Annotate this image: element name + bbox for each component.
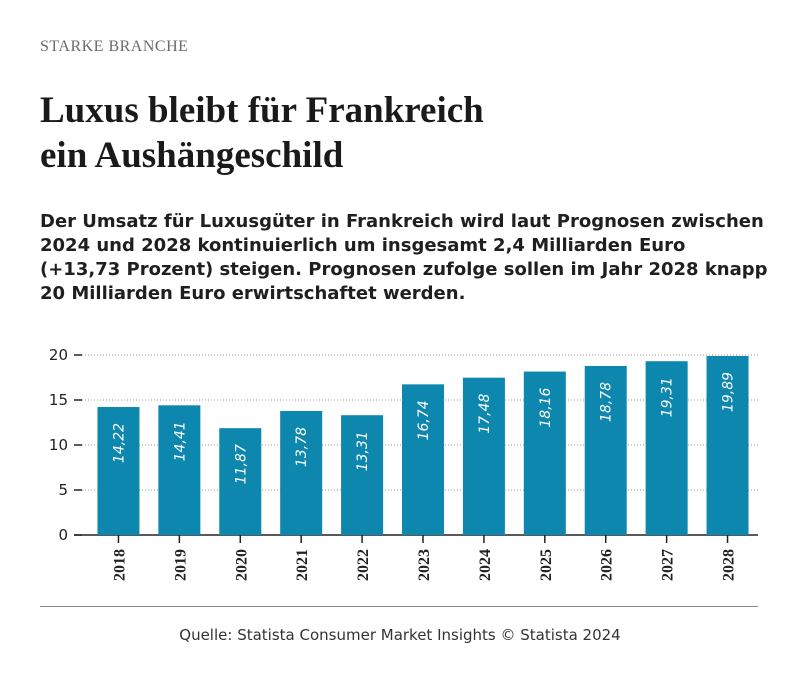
x-tick-label: 2019 [172, 549, 189, 581]
bar [645, 361, 688, 535]
x-tick-label: 2020 [233, 549, 250, 581]
bar-chart: 0 5 10 15 20 14,22 2018 14,41 2019 11,87 2020 13,78… [49, 346, 758, 581]
y-tick-label: 5 [58, 481, 68, 499]
bar [341, 415, 384, 535]
y-tick-label: 0 [58, 526, 68, 544]
source-note: Quelle: Statista Consumer Market Insight… [179, 626, 621, 644]
y-tick-label: 10 [49, 436, 68, 454]
data-label: 14,41 [172, 421, 188, 461]
bar [462, 377, 505, 535]
y-tick-label: 20 [49, 346, 68, 364]
x-tick-label: 2018 [111, 549, 128, 581]
x-tick-label: 2021 [294, 549, 311, 581]
data-label: 11,87 [233, 444, 249, 484]
x-tick-label: 2024 [477, 549, 494, 581]
bar [523, 371, 566, 535]
y-tick-label: 15 [49, 391, 68, 409]
data-label: 19,31 [660, 377, 676, 417]
data-label: 18,78 [599, 382, 615, 422]
bar [584, 365, 627, 535]
bar [158, 405, 201, 535]
data-label: 16,74 [416, 400, 432, 440]
divider-line [40, 606, 758, 607]
data-label: 18,16 [538, 387, 554, 427]
title-line-1: Luxus bleibt für Frankreich [40, 90, 484, 131]
bar [280, 410, 323, 535]
chart-title: Luxus bleibt für Frankreich ein Aushänge… [40, 88, 760, 178]
x-tick-label: 2027 [660, 549, 677, 581]
x-tick-label: 2023 [416, 549, 433, 581]
bar [706, 355, 749, 535]
x-tick-label: 2026 [599, 549, 616, 581]
data-label: 17,48 [477, 394, 493, 434]
bar [97, 407, 140, 535]
data-label: 13,78 [294, 427, 310, 467]
data-label: 19,89 [721, 372, 737, 412]
x-tick-label: 2028 [721, 549, 738, 581]
bar [219, 428, 262, 535]
bar [402, 384, 444, 535]
data-label: 13,31 [355, 431, 371, 471]
data-label: 14,22 [111, 423, 127, 463]
kicker: STARKE BRANCHE [40, 38, 189, 55]
chart-subtitle: Der Umsatz für Luxusgüter in Frankreich … [40, 211, 768, 304]
x-tick-label: 2025 [538, 549, 555, 581]
title-line-2: ein Aushängeschild [40, 135, 344, 176]
x-tick-label: 2022 [355, 549, 372, 581]
